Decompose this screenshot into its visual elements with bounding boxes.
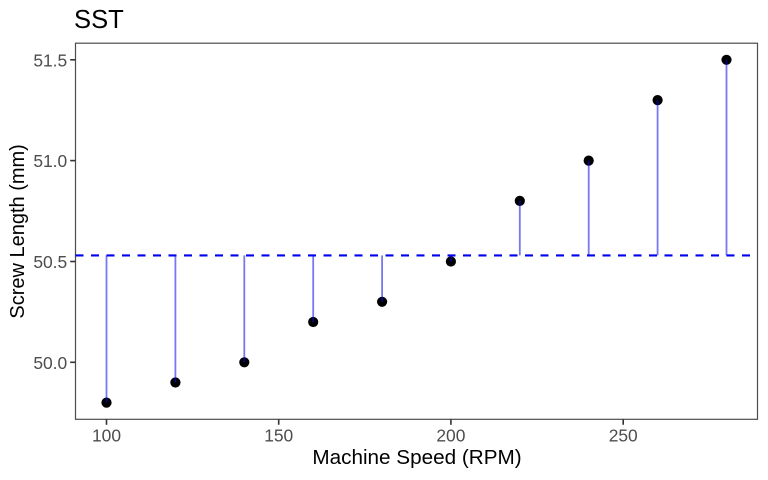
svg-text:250: 250 (609, 425, 638, 445)
svg-text:200: 200 (436, 425, 465, 445)
svg-text:50.5: 50.5 (33, 252, 67, 272)
svg-text:Machine Speed (RPM): Machine Speed (RPM) (312, 446, 521, 469)
svg-text:51.0: 51.0 (33, 151, 67, 171)
svg-text:150: 150 (264, 425, 293, 445)
svg-text:100: 100 (92, 425, 121, 445)
svg-text:51.5: 51.5 (33, 50, 67, 70)
svg-text:SST: SST (74, 6, 124, 34)
svg-text:Screw Length (mm): Screw Length (mm) (7, 144, 29, 319)
svg-text:50.0: 50.0 (33, 353, 67, 373)
